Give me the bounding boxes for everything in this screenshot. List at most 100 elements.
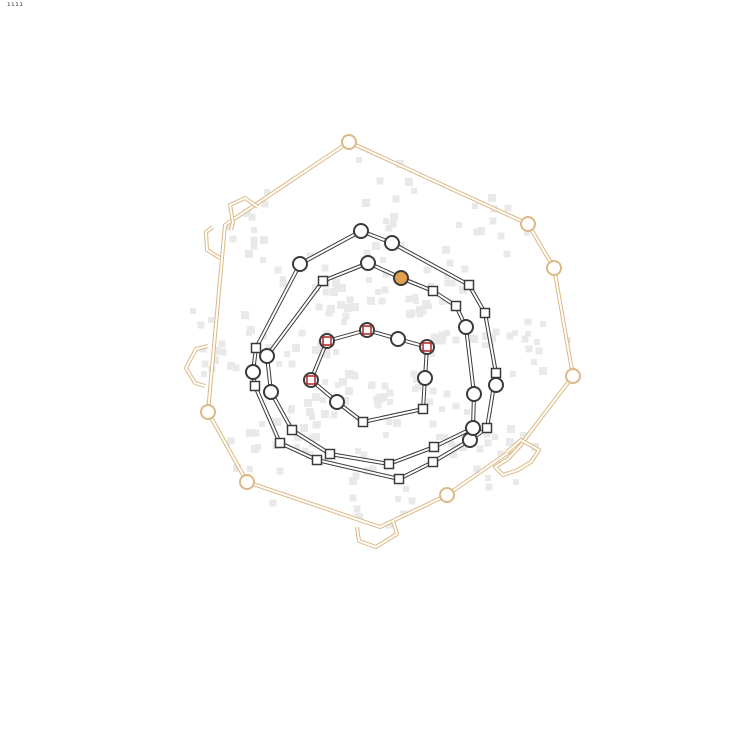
texture-square [461,265,469,273]
ring-1-circle-node [458,319,474,335]
texture-square [273,418,281,426]
texture-square [482,332,490,340]
ring-2-circle-node [488,377,504,393]
texture-square [252,429,260,437]
texture-square [279,280,287,288]
texture-square [300,424,308,432]
texture-square [411,188,417,194]
texture-square [201,360,209,368]
texture-square [250,242,258,250]
ring-1-highlight-node [393,270,409,286]
texture-square [339,378,347,386]
texture-square [426,303,432,309]
inner-square-node [417,403,429,415]
texture-square [410,370,418,378]
texture-square [473,465,481,473]
texture-square [444,279,452,287]
texture-square [452,402,460,410]
texture-square [429,420,437,428]
texture-square [444,273,450,279]
texture-square [338,284,346,292]
outer-node [439,487,455,503]
texture-square [349,494,357,502]
ring-2-line-inner-stroke [252,230,497,480]
texture-square [346,296,354,304]
texture-square [334,282,340,288]
texture-square [524,230,530,236]
ring-2-square-node [479,307,491,319]
texture-square [406,310,414,318]
texture-square [470,335,478,343]
texture-square [265,344,273,352]
texture-square [525,331,531,337]
texture-square [349,477,357,485]
texture-square [367,297,375,305]
texture-square [372,242,380,250]
texture-square [540,321,546,327]
texture-square [506,438,514,446]
inner-circle-node [417,370,433,386]
outer-node [341,134,357,150]
texture-square [260,236,268,244]
texture-square [390,213,398,221]
texture-square [376,177,384,185]
texture-square [483,430,491,438]
texture-square [473,228,481,236]
texture-square [378,297,386,305]
ring-2-circle-node [245,364,261,380]
texture-square [276,361,282,367]
texture-square [201,371,207,377]
texture-square [243,209,251,217]
texture-square [510,371,516,377]
texture-square [485,475,491,481]
texture-square [524,318,532,326]
texture-square [312,393,320,401]
texture-square [322,379,328,385]
texture-square [284,351,290,357]
texture-square [355,448,361,454]
texture-square [403,486,409,492]
texture-square [363,249,371,257]
texture-square [288,360,296,368]
texture-square [512,330,518,336]
texture-square [506,332,514,340]
texture-square [330,288,338,296]
texture-square [439,406,445,412]
texture-square [301,447,309,455]
texture-square [259,421,265,427]
ring-2-square-node [274,437,286,449]
background-texture [190,157,575,529]
texture-square [443,390,451,398]
texture-square [360,451,368,459]
texture-square [446,259,454,267]
texture-square [229,235,237,243]
inner-loop-line-inner-stroke [310,329,428,423]
texture-square [485,483,493,491]
texture-square [304,399,312,407]
outer-notch-1-inner-stroke [229,197,259,231]
texture-square [227,437,235,445]
ring-2-circle-node [384,235,400,251]
ring-2-square-node [249,380,261,392]
ring-1-circle-node [360,255,376,271]
texture-square [438,337,446,345]
ring-2 [245,223,504,485]
texture-square [321,410,329,418]
texture-square [250,236,258,244]
texture-square [345,387,353,395]
texture-square [255,444,261,450]
texture-square [224,223,232,231]
ring-2-square-node [393,473,405,485]
texture-square [219,348,227,356]
texture-square [321,264,329,272]
texture-square [375,289,381,295]
ring-1-circle-node [259,348,275,364]
texture-square [439,333,447,341]
texture-square [513,479,519,485]
ring-1-line-inner-stroke [266,262,475,465]
texture-square [309,414,315,420]
texture-square [227,362,235,370]
texture-square [395,496,401,502]
texture-square [452,336,460,344]
texture-square [211,356,219,364]
